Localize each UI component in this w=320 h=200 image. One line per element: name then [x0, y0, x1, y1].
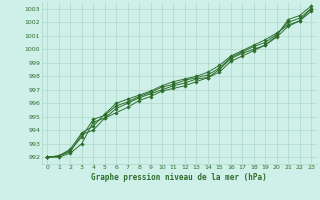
X-axis label: Graphe pression niveau de la mer (hPa): Graphe pression niveau de la mer (hPa) — [91, 173, 267, 182]
